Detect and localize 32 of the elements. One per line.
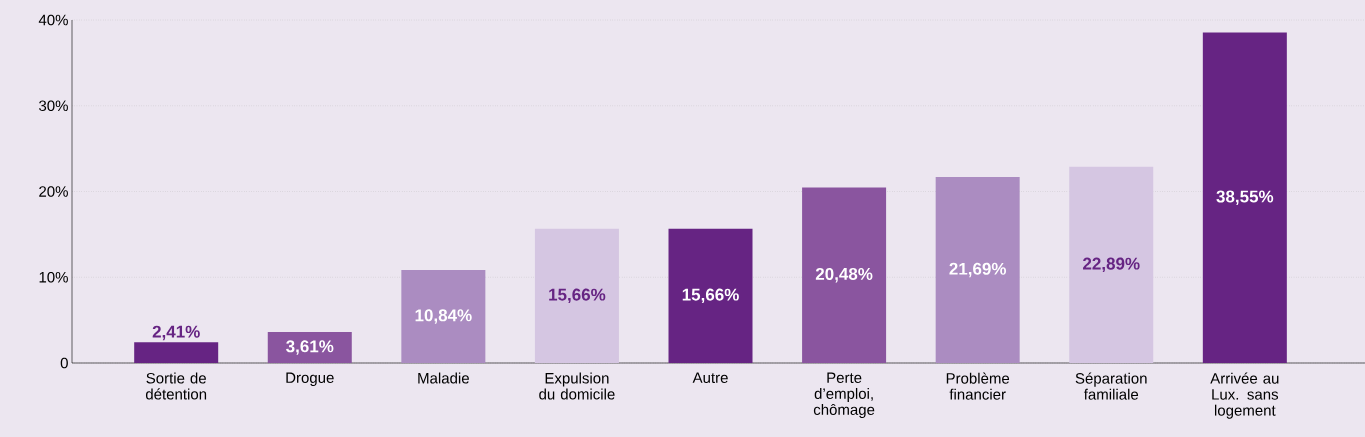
data-label: 38,55% bbox=[1216, 190, 1274, 205]
data-label: 2,41% bbox=[152, 325, 200, 341]
bar bbox=[935, 177, 1020, 363]
data-label: 20,48% bbox=[815, 267, 873, 283]
data-label: 15,66% bbox=[549, 288, 606, 304]
y-tick-label: 20% bbox=[39, 186, 68, 197]
x-tick-label: Problème financier bbox=[946, 372, 1010, 400]
x-tick-label: Arrivée au Lux. sans logement bbox=[1210, 372, 1279, 419]
bar bbox=[134, 342, 219, 363]
x-tick-label: Expulsion du domicile bbox=[539, 372, 615, 400]
bar bbox=[534, 228, 619, 363]
x-tick-label: Sortie de détention bbox=[145, 372, 207, 400]
y-tick-label: 10% bbox=[39, 271, 68, 283]
y-tick-label: 0 bbox=[60, 357, 68, 369]
data-label: 21,69% bbox=[949, 262, 1007, 278]
y-tick-label: 40% bbox=[38, 14, 68, 26]
bar bbox=[802, 187, 887, 363]
x-tick-label: Maladie bbox=[418, 372, 469, 384]
data-label: 22,89% bbox=[1083, 257, 1140, 273]
x-tick-label: Séparation familiale bbox=[1075, 372, 1147, 400]
bar bbox=[668, 228, 753, 363]
x-tick-label: Drogue bbox=[286, 372, 334, 386]
bar bbox=[1202, 32, 1287, 363]
bar bbox=[1069, 166, 1154, 363]
data-label: 3,61% bbox=[286, 340, 334, 355]
bar bbox=[401, 270, 486, 363]
y-tick-label: 30% bbox=[39, 100, 68, 112]
x-tick-label: Autre bbox=[692, 372, 728, 383]
x-tick-label: Perte d’emploi, chômage bbox=[813, 372, 875, 418]
data-label: 10,84% bbox=[415, 309, 472, 324]
bar bbox=[267, 332, 352, 363]
data-label: 15,66% bbox=[682, 288, 739, 304]
